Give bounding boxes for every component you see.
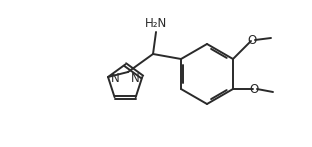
Text: H₂N: H₂N	[145, 17, 167, 30]
Text: O: O	[249, 82, 259, 96]
Text: N: N	[111, 71, 120, 85]
Text: N: N	[130, 71, 139, 85]
Text: O: O	[247, 34, 256, 46]
